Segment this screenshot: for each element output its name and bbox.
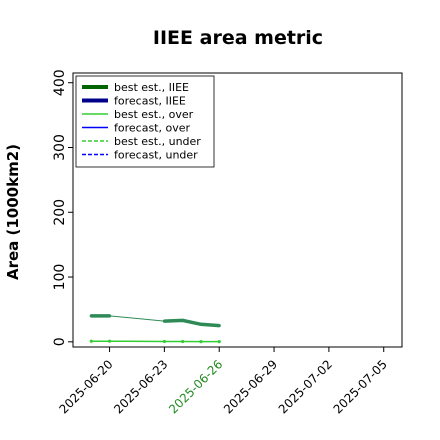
data-point	[181, 318, 185, 323]
legend-label: forecast, IIEE	[114, 95, 186, 108]
legend-label: forecast, under	[114, 149, 198, 162]
data-point	[181, 339, 185, 344]
x-tick-label: 2025-06-20	[56, 357, 115, 416]
data-point	[107, 339, 112, 343]
y-tick-label: 100	[52, 264, 68, 291]
x-tick-label: 2025-06-23	[111, 357, 170, 416]
data-point	[89, 339, 93, 343]
data-point	[162, 339, 166, 344]
y-tick-label: 200	[52, 199, 68, 226]
legend-label: best est., IIEE	[114, 81, 189, 94]
legend-label: best est., over	[114, 108, 194, 121]
data-point	[107, 314, 112, 318]
x-tick-label: 2025-07-02	[276, 357, 335, 416]
series-2	[89, 339, 221, 344]
data-point	[199, 322, 203, 326]
plot-frame	[72, 72, 403, 348]
y-tick-label: 0	[52, 337, 68, 346]
data-point	[217, 340, 221, 344]
chart-title: IIEE area metric	[153, 27, 323, 49]
data-point	[162, 319, 166, 323]
legend-label: best est., under	[114, 135, 201, 148]
y-tick-label: 400	[52, 69, 68, 96]
legend-label: forecast, over	[114, 122, 190, 135]
data-point	[89, 314, 93, 318]
y-tick-label: 300	[52, 134, 68, 161]
x-tick-label: 2025-06-29	[221, 357, 280, 416]
data-point	[217, 324, 221, 328]
series-1	[89, 314, 221, 328]
legend-box	[75, 75, 215, 168]
data-point	[199, 340, 203, 344]
x-tick-label: 2025-06-26	[166, 357, 225, 416]
series-line-thick	[164, 318, 220, 328]
x-tick-label: 2025-07-05	[331, 357, 390, 416]
y-axis-label: Area (1000km2)	[4, 144, 22, 280]
